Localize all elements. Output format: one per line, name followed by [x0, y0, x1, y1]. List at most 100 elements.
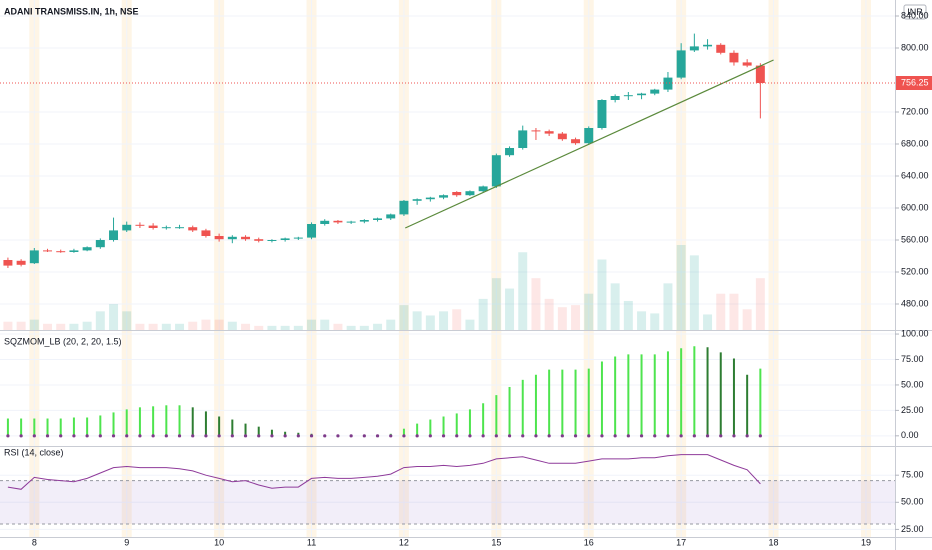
squeeze-dot — [59, 434, 63, 438]
volume-bar — [3, 321, 13, 330]
squeeze-dot — [534, 434, 538, 438]
squeeze-dot — [719, 434, 723, 438]
candle-body — [122, 224, 132, 231]
candle-body — [399, 200, 409, 215]
volume-bar — [386, 319, 396, 330]
candle-body — [148, 225, 158, 228]
volume-bar — [148, 323, 158, 330]
volume-bar — [95, 311, 105, 330]
volume-bar — [518, 252, 528, 330]
volume-bar — [333, 323, 343, 330]
volume-bar — [597, 259, 607, 330]
candle-body — [320, 220, 330, 224]
volume-bar — [293, 325, 303, 330]
volume-bar — [676, 245, 686, 330]
squeeze-dot — [138, 434, 142, 438]
y-tick-label: 50.00 — [901, 497, 924, 507]
chart-title: ADANI TRANSMISS.IN, 1h, NSE — [4, 6, 139, 16]
currency[interactable]: INR — [907, 7, 923, 17]
volume-bar — [755, 278, 765, 330]
squeeze-dot — [98, 434, 102, 438]
squeeze-dot — [32, 434, 36, 438]
volume-bar — [478, 298, 488, 330]
y-tick-label: 25.00 — [901, 524, 924, 534]
y-tick-label: 840.00 — [901, 10, 929, 20]
candle-body — [69, 250, 79, 252]
candle-body — [307, 224, 317, 238]
volume-bar — [491, 278, 501, 330]
squeeze-dot — [336, 434, 340, 438]
volume-bar — [531, 278, 541, 330]
candle-body — [478, 186, 488, 192]
y-tick-label: 50.00 — [901, 379, 924, 389]
squeeze-dot — [732, 434, 736, 438]
candle-body — [95, 240, 105, 248]
volume-bar — [425, 315, 435, 330]
trendline — [405, 59, 774, 229]
volume-bar — [16, 321, 26, 330]
x-tick-label: 10 — [214, 537, 224, 547]
candle-body — [267, 240, 277, 241]
volume-bar — [689, 255, 699, 330]
candle-body — [346, 221, 356, 223]
squeeze-dot — [745, 434, 749, 438]
candle-body — [82, 247, 92, 251]
volume-bar — [320, 319, 330, 330]
y-tick-label: 680.00 — [901, 138, 929, 148]
volume-bar — [188, 321, 198, 330]
squeeze-dot — [45, 434, 50, 438]
volume-bar — [109, 304, 119, 330]
squeeze-dot — [692, 434, 696, 438]
volume-bar — [161, 323, 171, 330]
volume-bar — [359, 325, 369, 330]
squeeze-dot — [217, 434, 221, 438]
candle-body — [439, 195, 449, 198]
candle-body — [412, 199, 422, 201]
candle-body — [650, 89, 660, 94]
y-tick-label: 75.00 — [901, 470, 924, 480]
volume-bar — [56, 323, 66, 330]
volume-bar — [214, 319, 224, 330]
squeeze-dot — [230, 434, 234, 438]
volume-bar — [729, 293, 739, 330]
squeeze-dot — [283, 434, 287, 438]
volume-bar — [412, 311, 422, 330]
y-tick-label: 640.00 — [901, 170, 929, 180]
squeeze-dot — [270, 434, 274, 438]
currency-box[interactable] — [903, 4, 927, 20]
candle-body — [16, 260, 26, 265]
volume-bar — [663, 283, 673, 330]
candle-body — [663, 77, 673, 90]
volume-bar — [703, 314, 713, 330]
candle-body — [135, 224, 145, 226]
x-tick-label: 8 — [32, 537, 37, 547]
squeeze-dot — [653, 434, 657, 438]
candle-body — [56, 251, 66, 253]
candle-body — [43, 250, 53, 252]
volume-bar — [122, 311, 132, 330]
squeeze-dot — [243, 434, 248, 438]
volume-bar — [584, 293, 594, 330]
candle-body — [716, 44, 726, 53]
y-tick-label: 25.00 — [901, 405, 924, 415]
candle-body — [373, 218, 383, 220]
squeeze-dot — [402, 434, 406, 438]
candle-body — [637, 93, 647, 96]
candle-body — [584, 128, 594, 144]
candle-body — [293, 237, 303, 239]
volume-bar — [135, 323, 145, 330]
candle-body — [227, 236, 237, 240]
candle-body — [201, 230, 211, 236]
y-tick-label: 520.00 — [901, 266, 929, 276]
candle-body — [333, 220, 343, 223]
squeeze-dot — [19, 434, 23, 438]
candle-body — [175, 227, 185, 229]
volume-bar — [452, 309, 462, 330]
squeeze-dot — [560, 434, 564, 438]
candle-body — [544, 131, 554, 134]
volume-bar — [227, 321, 237, 330]
candle-body — [109, 230, 119, 240]
volume-bar — [43, 323, 53, 330]
candle-body — [703, 44, 713, 47]
squeeze-dot — [111, 434, 116, 438]
